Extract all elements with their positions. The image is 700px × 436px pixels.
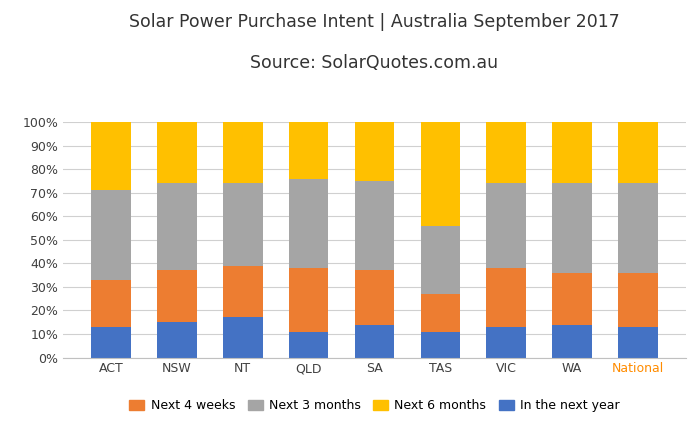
Bar bbox=[355, 270, 394, 324]
Bar bbox=[618, 327, 658, 358]
Bar bbox=[91, 327, 131, 358]
Legend: Next 4 weeks, Next 3 months, Next 6 months, In the next year: Next 4 weeks, Next 3 months, Next 6 mont… bbox=[125, 395, 624, 417]
Bar bbox=[618, 122, 658, 183]
Bar bbox=[486, 122, 526, 183]
Bar bbox=[421, 122, 460, 226]
Bar bbox=[91, 191, 131, 280]
Bar bbox=[289, 268, 328, 332]
Bar bbox=[223, 183, 262, 266]
Bar bbox=[618, 273, 658, 327]
Bar bbox=[355, 324, 394, 358]
Bar bbox=[618, 183, 658, 273]
Bar bbox=[223, 266, 262, 317]
Bar bbox=[486, 268, 526, 327]
Bar bbox=[552, 273, 592, 324]
Bar bbox=[421, 294, 460, 332]
Bar bbox=[421, 332, 460, 358]
Bar bbox=[289, 122, 328, 179]
Bar bbox=[552, 122, 592, 183]
Text: Source: SolarQuotes.com.au: Source: SolarQuotes.com.au bbox=[251, 54, 498, 72]
Bar bbox=[158, 183, 197, 270]
Bar bbox=[486, 183, 526, 268]
Bar bbox=[158, 322, 197, 358]
Bar bbox=[355, 181, 394, 270]
Bar bbox=[91, 280, 131, 327]
Bar bbox=[158, 122, 197, 183]
Bar bbox=[289, 179, 328, 268]
Bar bbox=[223, 122, 262, 183]
Bar bbox=[552, 324, 592, 358]
Bar bbox=[355, 122, 394, 181]
Bar bbox=[91, 122, 131, 191]
Bar bbox=[421, 226, 460, 294]
Text: Solar Power Purchase Intent | Australia September 2017: Solar Power Purchase Intent | Australia … bbox=[129, 13, 620, 31]
Bar bbox=[289, 332, 328, 358]
Bar bbox=[223, 317, 262, 358]
Bar bbox=[486, 327, 526, 358]
Bar bbox=[158, 270, 197, 322]
Bar bbox=[552, 183, 592, 273]
